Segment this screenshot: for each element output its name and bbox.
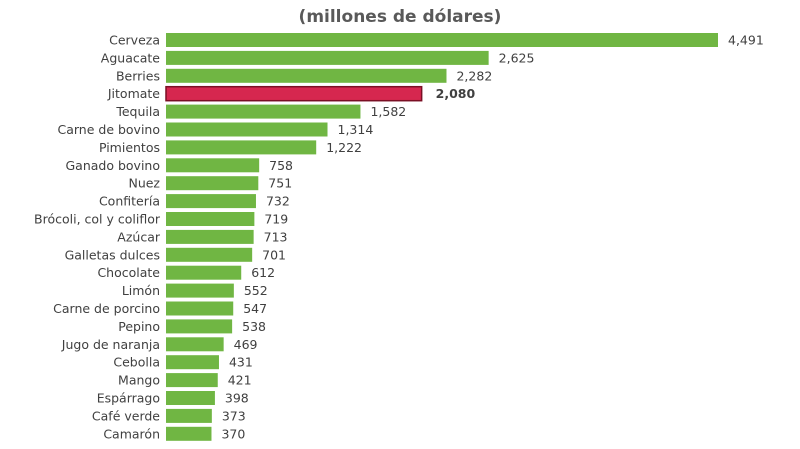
bar-mango (166, 373, 218, 388)
category-label: Jitomate (107, 86, 160, 101)
category-label: Ganado bovino (65, 158, 160, 173)
data-label: 701 (262, 247, 286, 262)
bar-cebolla (166, 355, 219, 370)
bar-nuez (166, 176, 259, 191)
bar-berries (166, 68, 447, 83)
category-label: Galletas dulces (65, 247, 160, 262)
data-label: 1,582 (370, 104, 406, 119)
bar-tequila (166, 104, 361, 119)
category-label: Confitería (99, 194, 160, 209)
category-label: Azúcar (117, 229, 161, 244)
category-label: Aguacate (101, 50, 161, 65)
bar-esp-rrago (166, 391, 215, 405)
data-label: 398 (225, 391, 249, 406)
bar-camar-n (166, 426, 212, 441)
category-label: Jugo de naranja (61, 337, 160, 352)
category-label: Café verde (92, 408, 160, 423)
data-label: 4,491 (728, 33, 764, 48)
data-label: 1,314 (338, 122, 374, 137)
bar-pimientos (166, 140, 317, 155)
bar-lim-n (166, 283, 234, 298)
data-label: 732 (266, 194, 290, 209)
data-label: 719 (264, 212, 288, 227)
bar-pepino (166, 319, 233, 334)
category-label: Nuez (128, 176, 160, 191)
data-label: 2,625 (499, 50, 535, 65)
category-label: Mango (118, 373, 160, 388)
bar-galletas-dulces (166, 247, 253, 262)
bar-jitomate (165, 85, 423, 102)
category-label: Espárrago (97, 391, 160, 406)
bar-az-car (166, 229, 254, 244)
category-label: Chocolate (97, 265, 160, 280)
data-label: 552 (244, 283, 268, 298)
data-label: 421 (228, 373, 252, 388)
bar-ganado-bovino (166, 158, 260, 173)
data-label: 2,080 (436, 86, 476, 101)
bar-carne-de-porcino (166, 301, 234, 316)
category-label: Carne de bovino (57, 122, 160, 137)
data-label: 538 (242, 319, 266, 334)
category-label: Limón (122, 283, 160, 298)
data-label: 547 (243, 301, 267, 316)
bar-jugo-de-naranja (166, 337, 224, 352)
category-label: Tequila (115, 104, 160, 119)
category-label: Cebolla (113, 355, 160, 370)
category-label: Brócoli, col y coliflor (34, 212, 161, 227)
bar-caf-verde (166, 408, 212, 423)
chart-subtitle: (millones de dólares) (298, 7, 502, 27)
data-label: 373 (222, 408, 246, 423)
bar-aguacate (166, 50, 489, 65)
data-label: 469 (234, 337, 258, 352)
category-label: Cerveza (109, 33, 160, 48)
bar-chocolate (166, 265, 242, 280)
data-label: 370 (221, 426, 245, 441)
bar-cerveza (166, 33, 718, 47)
category-label: Carne de porcino (53, 301, 160, 316)
data-label: 431 (229, 355, 253, 370)
data-label: 713 (264, 229, 288, 244)
category-label: Pimientos (99, 140, 160, 155)
bar-confiter-a (166, 194, 256, 209)
data-label: 1,222 (326, 140, 362, 155)
data-label: 2,282 (456, 68, 492, 83)
data-label: 612 (251, 265, 275, 280)
bar-br-coli-col-y-coliflor (166, 212, 255, 226)
data-label: 751 (268, 176, 292, 191)
category-label: Berries (116, 68, 160, 83)
category-label: Pepino (118, 319, 160, 334)
data-label: 758 (269, 158, 293, 173)
category-label: Camarón (103, 426, 160, 441)
bar-carne-de-bovino (166, 122, 328, 137)
